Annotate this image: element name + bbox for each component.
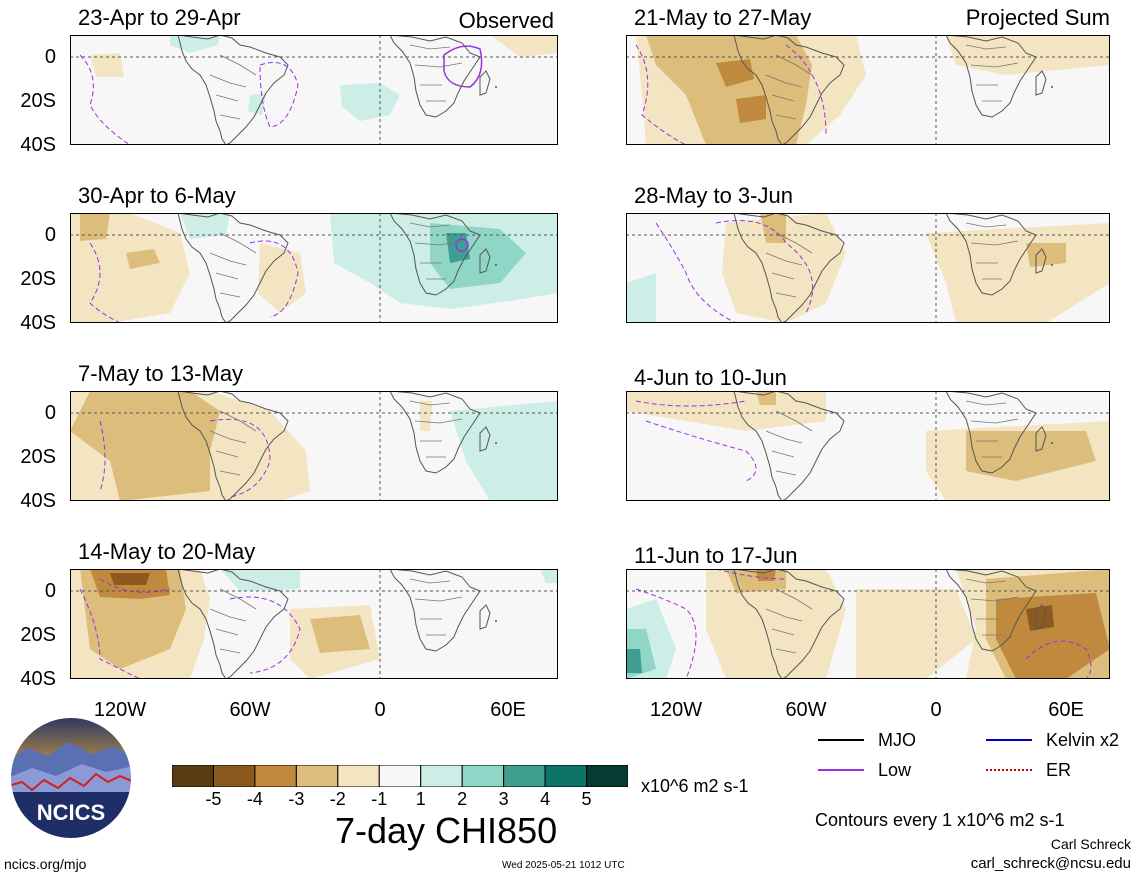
legend-label-er: ER <box>1046 760 1072 780</box>
colorbar-label-4: -1 <box>371 789 388 809</box>
logo-text: NCICS <box>37 800 105 825</box>
legend-line-low <box>818 769 864 771</box>
panel-title-5: 28-May to 3-Jun <box>634 183 793 208</box>
colorbar-cell-9 <box>544 765 588 787</box>
colorbar-label-7: 3 <box>498 789 509 809</box>
colorbar-cell-5 <box>378 765 422 787</box>
colorbar-label-3: -2 <box>329 789 346 809</box>
ytick-left-0-2: 40S <box>20 134 56 156</box>
colorbar-label-6: 2 <box>457 789 468 809</box>
legend-line-er <box>986 769 1032 771</box>
ytick-left-2-0: 0 <box>44 402 56 424</box>
site-url[interactable]: ncics.org/mjo <box>4 856 87 872</box>
map-panel-0 <box>70 35 558 145</box>
timestamp: Wed 2025-05-21 1012 UTC <box>502 860 625 871</box>
map-panel-7 <box>626 569 1110 679</box>
ytick-left-3-1: 20S <box>20 624 56 646</box>
colorbar-label-5: 1 <box>415 789 426 809</box>
xtick-left-120w: 120W <box>93 699 147 721</box>
map-panel-6 <box>626 391 1110 501</box>
colorbar-cell-1 <box>212 765 256 787</box>
ncics-logo: NCICS <box>9 716 133 840</box>
colorbar-label-2: -3 <box>288 789 305 809</box>
xtick-right-60e: 60E <box>1048 699 1084 721</box>
colorbar <box>172 765 628 787</box>
panel-title-3: 14-May to 20-May <box>78 539 256 564</box>
author-name: Carl Schreck <box>1050 836 1131 852</box>
colorbar-cell-2 <box>254 765 297 787</box>
legend-line-mjo <box>818 739 864 741</box>
map-panel-3 <box>70 569 558 679</box>
map-panel-5 <box>626 213 1110 323</box>
colorbar-cell-8 <box>503 765 546 787</box>
colorbar-title: 7-day CHI850 <box>335 810 558 851</box>
colorbar-label-9: 5 <box>581 789 592 809</box>
panel-title-6: 4-Jun to 10-Jun <box>634 365 787 390</box>
ytick-left-3-2: 40S <box>20 668 56 690</box>
ytick-left-1-0: 0 <box>44 224 56 246</box>
panel-title-4: 21-May to 27-May <box>634 5 812 30</box>
panel-title-1: 30-Apr to 6-May <box>78 183 236 208</box>
ytick-left-0-1: 20S <box>20 90 56 112</box>
ytick-left-1-2: 40S <box>20 312 56 334</box>
colorbar-units: x10^6 m2 s-1 <box>641 776 749 796</box>
contour-interval-note: Contours every 1 x10^6 m2 s-1 <box>815 810 1065 830</box>
colorbar-cell-10 <box>586 765 628 787</box>
xtick-right-0: 0 <box>930 699 942 721</box>
colorbar-cell-6 <box>420 765 463 787</box>
colorbar-label-8: 4 <box>540 789 551 809</box>
colorbar-cell-0 <box>172 765 214 787</box>
colorbar-cell-7 <box>461 765 505 787</box>
ytick-left-2-2: 40S <box>20 490 56 512</box>
xtick-left-60e: 60E <box>490 699 526 721</box>
legend-label-kelvin: Kelvin x2 <box>1046 730 1120 750</box>
projected-sum-label: Projected Sum <box>965 5 1110 30</box>
map-panel-4 <box>626 35 1110 145</box>
xtick-left-60w: 60W <box>229 699 271 721</box>
panel-title-7: 11-Jun to 17-Jun <box>634 543 798 568</box>
legend-label-mjo: MJO <box>878 730 916 750</box>
panel-title-2: 7-May to 13-May <box>78 361 244 386</box>
legend-label-low: Low <box>878 760 912 780</box>
xtick-right-60w: 60W <box>785 699 827 721</box>
map-panel-1 <box>70 213 558 323</box>
ytick-left-2-1: 20S <box>20 446 56 468</box>
xtick-right-120w: 120W <box>649 699 703 721</box>
author-email[interactable]: carl_schreck@ncsu.edu <box>970 855 1131 872</box>
xtick-left-0: 0 <box>374 699 386 721</box>
legend-line-kelvin <box>986 739 1032 741</box>
colorbar-label-0: -5 <box>205 789 222 809</box>
colorbar-cell-3 <box>295 765 339 787</box>
ytick-left-1-1: 20S <box>20 268 56 290</box>
ytick-left-3-0: 0 <box>44 580 56 602</box>
panel-title-0: 23-Apr to 29-Apr <box>78 5 241 30</box>
map-panel-2 <box>70 391 558 501</box>
colorbar-label-1: -4 <box>246 789 263 809</box>
ytick-left-0-0: 0 <box>44 46 56 68</box>
observed-label: Observed <box>458 8 554 33</box>
colorbar-cell-4 <box>337 765 380 787</box>
